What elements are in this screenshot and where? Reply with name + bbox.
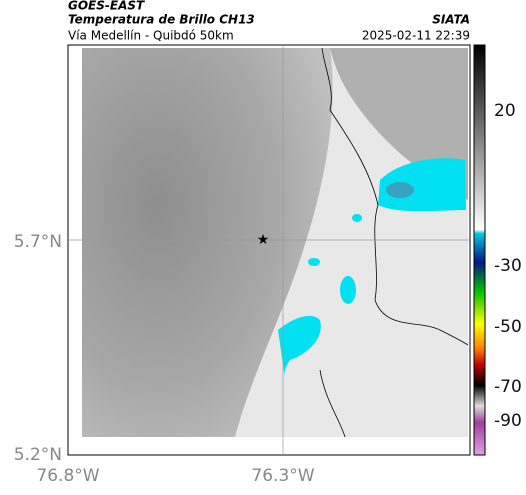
lon-tick: 76.8°W [36, 466, 99, 486]
source: GOES-EAST [68, 0, 145, 13]
colorbar-tick: -90 [494, 411, 522, 431]
timestamp: 2025-02-11 22:39 [362, 29, 470, 43]
subtitle: Vía Medellín - Quibdó 50km [68, 29, 234, 43]
colorbar [473, 44, 486, 456]
colorbar-tick: -70 [494, 377, 522, 397]
lat-tick: 5.7°N [14, 232, 62, 252]
colorbar-tick: -30 [494, 256, 522, 276]
colorbar-tick: -50 [494, 317, 522, 337]
org: SIATA [432, 13, 470, 27]
lat-tick: 5.2°N [14, 445, 62, 465]
colorbar-tick: 20 [494, 101, 516, 121]
svg-text:★: ★ [257, 232, 270, 248]
imagery: ★ [68, 45, 470, 455]
title: Temperatura de Brillo CH13 [68, 13, 255, 27]
lon-tick: 76.3°W [251, 466, 314, 486]
